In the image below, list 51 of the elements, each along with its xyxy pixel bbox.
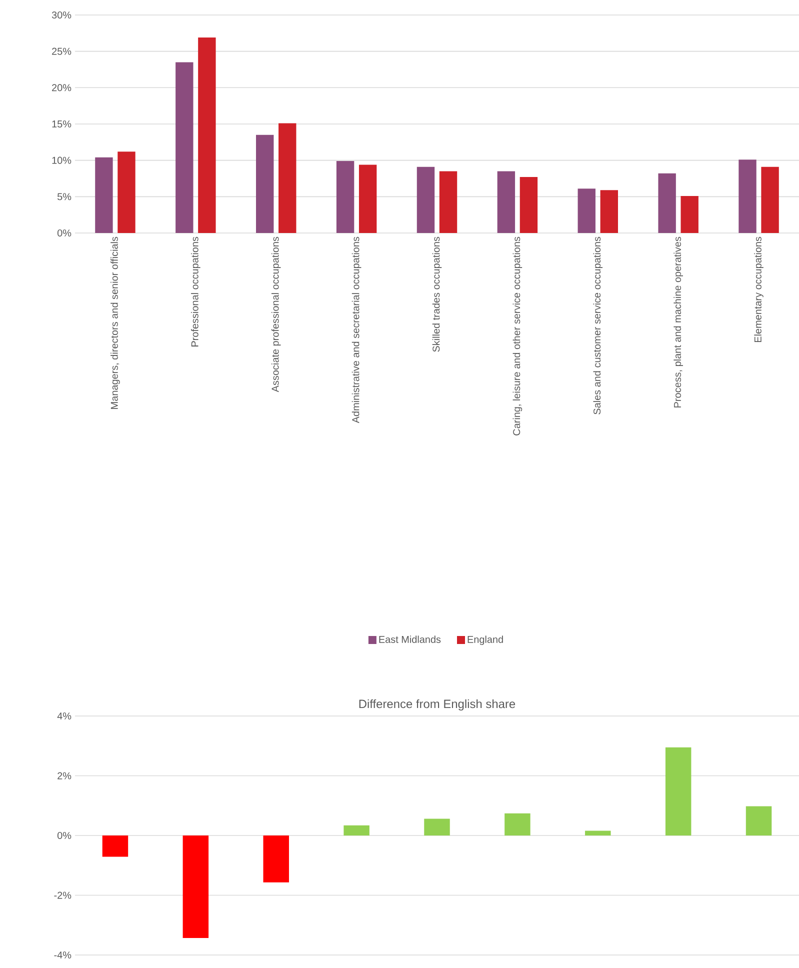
x-tick-label: Professional occupations [191,236,200,346]
bar [198,38,216,233]
bar [95,157,113,233]
y-tick-label: 2% [58,772,72,780]
bar [665,747,692,836]
x-tick-label: Skilled trades occupations [432,236,442,352]
bar [278,123,296,233]
y-tick-label: 15% [52,120,72,128]
bar [761,166,779,233]
x-tick-label: Sales and customer service occupations [593,236,603,414]
y-tick-label: 25% [52,48,72,55]
bar [344,825,370,836]
bar [658,173,676,233]
y-tick-label: 4% [57,712,72,720]
bar [585,830,611,836]
bar [600,190,618,233]
chart-title: Difference from English share [359,699,516,711]
y-tick-label: 0% [57,229,72,237]
y-tick-label: 30% [52,11,72,19]
bar [182,836,209,938]
y-tick-label: 20% [52,84,72,92]
x-tick-label: Managers, directors and senior officials [110,236,120,409]
bar [439,171,458,233]
bar [424,818,450,836]
bar [416,166,435,233]
x-tick-label: Caring, leisure and other service occupations [512,236,522,436]
bar [263,836,289,882]
bar [504,813,530,836]
bar [738,160,756,233]
bar [746,806,772,836]
bar [336,161,354,233]
y-tick-label: -2% [54,892,72,899]
x-tick-label: Administrative and secretarial occupations [352,236,362,424]
y-tick-label: 10% [52,156,72,164]
bar [176,62,194,233]
y-tick-label: -4% [54,952,72,958]
bar [578,188,596,233]
x-tick-label: Associate professional occupations [271,236,281,392]
legend-label: East Midlands [379,636,441,643]
bar [102,836,128,857]
bar [118,152,136,233]
bar [680,196,698,233]
x-tick-label: Process, plant and machine operatives [674,236,683,408]
bar [520,177,538,233]
bar [358,164,377,233]
legend-label: England [468,636,503,645]
bar [256,134,274,233]
bar [497,171,516,233]
y-tick-label: 5% [57,193,72,200]
x-tick-label: Elementary occupations [754,236,764,342]
y-tick-label: 0% [57,832,72,840]
